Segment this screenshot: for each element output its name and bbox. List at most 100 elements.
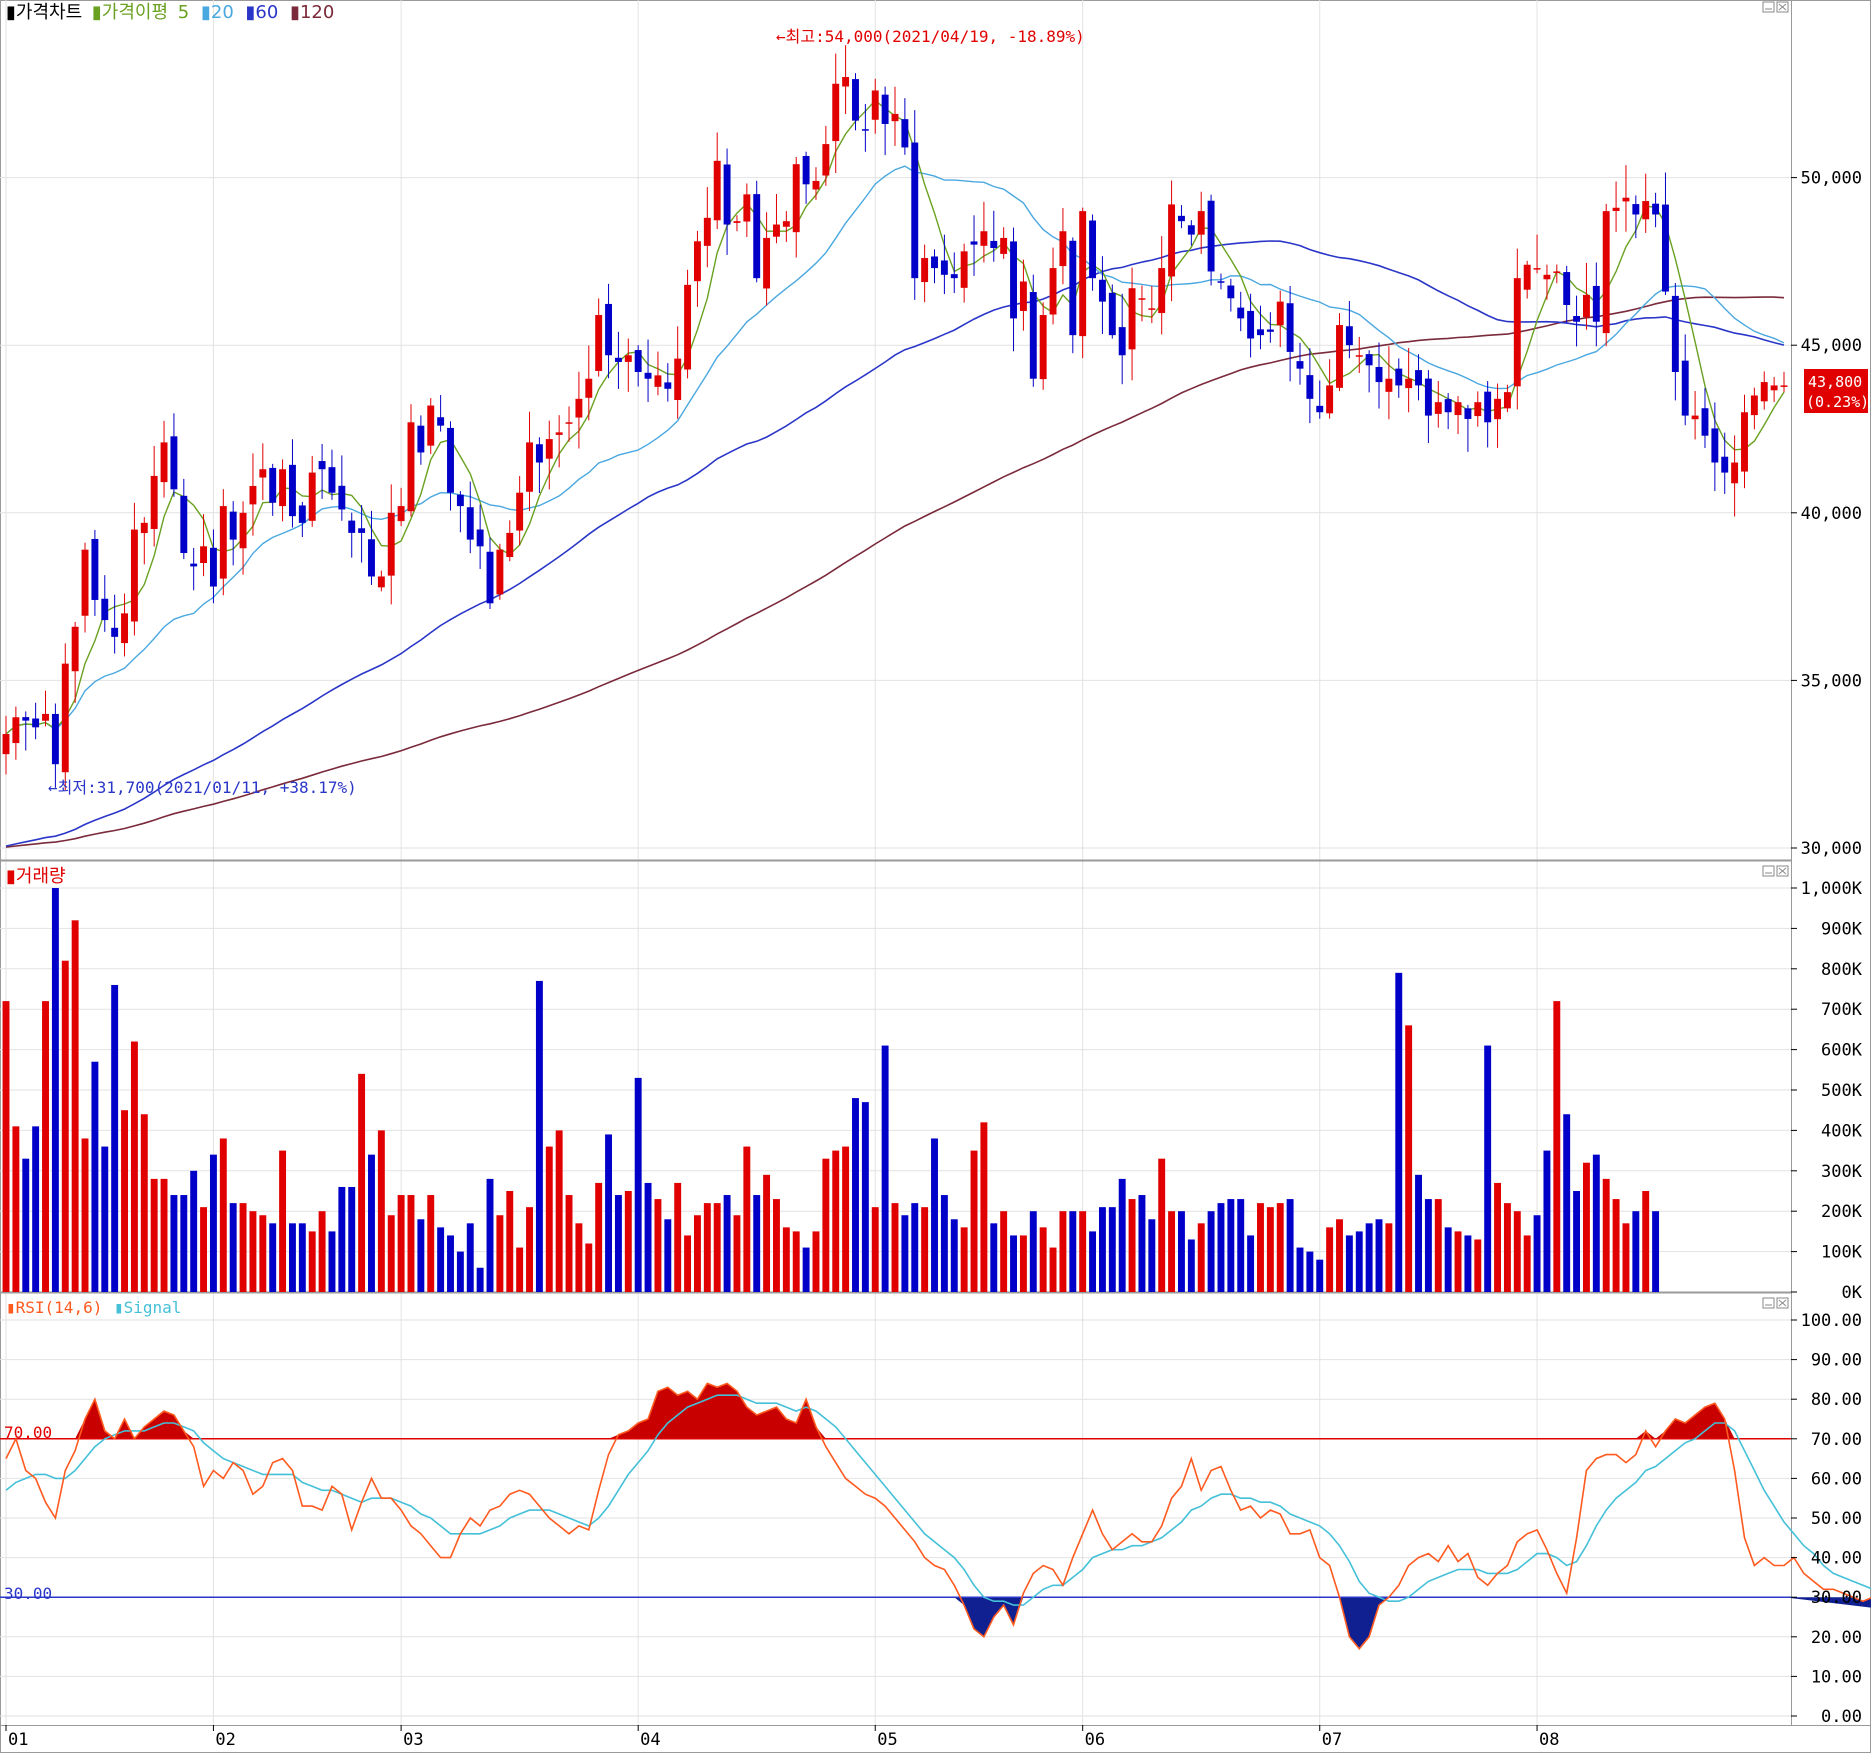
month-label: 04: [640, 1730, 660, 1750]
volume-axis-label: 300K: [1821, 1162, 1863, 1182]
candle-body: [249, 485, 257, 505]
candle-body: [644, 372, 652, 379]
volume-bar: [1306, 1251, 1314, 1292]
volume-bar: [1000, 1211, 1008, 1292]
volume-bar: [1553, 1001, 1561, 1292]
volume-bar: [713, 1203, 721, 1292]
volume-bar: [980, 1122, 988, 1292]
candle-body: [901, 119, 909, 148]
volume-bar: [852, 1098, 859, 1292]
candle-body: [229, 511, 237, 540]
volume-bar: [1582, 1162, 1590, 1292]
rsi-axis-label: 90.00: [1811, 1351, 1862, 1371]
candle-body: [1326, 385, 1334, 414]
candle-body: [1533, 268, 1541, 270]
candle-body: [931, 256, 938, 269]
candle-body: [377, 576, 385, 588]
close-icon-glyph: [1778, 3, 1787, 11]
candle-body: [417, 425, 425, 453]
volume-bar: [1464, 1235, 1472, 1292]
candle-body: [1266, 329, 1274, 332]
volume-axis-label: 400K: [1821, 1121, 1863, 1141]
candle-body: [1652, 203, 1660, 215]
volume-axis-label: 800K: [1821, 960, 1863, 980]
minimize-icon[interactable]: [1762, 1, 1775, 13]
legend-marker-rsi: ▮: [6, 1298, 16, 1317]
volume-bar: [22, 1158, 30, 1292]
volume-bar: [1415, 1174, 1422, 1292]
ma-label: 가격이평: [102, 2, 168, 23]
legend-marker-ma5: ▮: [92, 2, 102, 23]
ma20-label: 20: [211, 2, 234, 23]
volume-bar: [32, 1126, 40, 1292]
candle-body: [1257, 329, 1264, 336]
volume-bar: [81, 1138, 89, 1292]
candle-body: [1602, 211, 1610, 334]
candle-body: [1128, 288, 1136, 350]
volume-bar: [901, 1215, 909, 1292]
candle-body: [1177, 215, 1185, 222]
candle-body: [1513, 278, 1521, 387]
candle-body: [1780, 385, 1788, 387]
candle-body: [437, 417, 445, 426]
candle-body: [555, 432, 563, 435]
candle-body: [476, 529, 484, 547]
volume-bar: [1316, 1259, 1324, 1292]
minimize-icon[interactable]: [1762, 1297, 1775, 1309]
volume-bar: [209, 1154, 217, 1292]
legend-marker-signal: ▮: [114, 1298, 124, 1317]
candle-body: [121, 613, 128, 644]
volume-bar: [614, 1195, 622, 1292]
volume-bar: [960, 1227, 968, 1292]
volume-bar: [1207, 1211, 1215, 1292]
volume-bar: [427, 1195, 435, 1292]
candle-body: [1158, 268, 1166, 314]
candle-body: [1019, 281, 1027, 312]
candle-body: [1049, 268, 1057, 315]
candle-body: [170, 436, 178, 490]
candle-body: [1573, 316, 1581, 322]
volume-bar: [723, 1195, 731, 1292]
candle-body: [22, 717, 30, 721]
volume-bar: [387, 1215, 395, 1292]
rsi-axis-label: 50.00: [1811, 1509, 1862, 1529]
minimize-icon[interactable]: [1762, 865, 1775, 877]
price-legend: ▮가격차트 ▮가격이평 5 ▮20 ▮60 ▮120: [6, 2, 334, 23]
rsi-axis-label: 0.00: [1821, 1707, 1862, 1727]
candle-body: [1296, 361, 1304, 369]
rsi-upper-label: 70.00: [4, 1423, 52, 1442]
high-annotation: ←최고:54,000(2021/04/19, -18.89%): [776, 27, 1085, 46]
legend-marker-volume: ▮: [6, 866, 16, 887]
close-icon-glyph: [1778, 1299, 1787, 1307]
month-label: 02: [215, 1730, 235, 1750]
rsi-legend: ▮RSI(14,6) ▮Signal: [6, 1298, 181, 1317]
candle-body: [1622, 197, 1630, 202]
volume-bar: [1029, 1211, 1037, 1292]
candle-body: [12, 717, 20, 744]
candle-body: [1671, 295, 1679, 373]
candle-body: [279, 469, 287, 507]
candle-body: [1642, 201, 1650, 220]
legend-marker-ma120: ▮: [290, 2, 300, 23]
volume-bar: [950, 1219, 958, 1292]
candle-body: [219, 506, 227, 579]
candle-body: [1098, 279, 1106, 302]
volume-bar: [121, 1110, 128, 1292]
candle-body: [150, 475, 158, 529]
volume-bar: [1187, 1239, 1195, 1292]
volume-bar: [190, 1170, 198, 1292]
volume-label: 거래량: [16, 866, 66, 887]
candle-body: [545, 439, 553, 459]
volume-bar: [61, 960, 69, 1292]
volume-bar: [605, 1134, 613, 1292]
candle-body: [654, 375, 662, 387]
candle-body: [940, 260, 948, 275]
volume-bar: [792, 1231, 800, 1292]
candle-body: [674, 358, 682, 401]
volume-bar: [654, 1199, 662, 1292]
month-label: 03: [403, 1730, 423, 1750]
candle-body: [1662, 204, 1669, 292]
candle-body: [1563, 272, 1571, 305]
